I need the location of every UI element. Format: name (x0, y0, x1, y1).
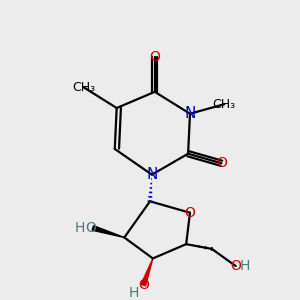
Text: O: O (138, 278, 149, 292)
Text: CH₃: CH₃ (213, 98, 236, 111)
Text: O: O (230, 259, 241, 273)
Text: H: H (74, 221, 85, 235)
Polygon shape (92, 226, 124, 238)
Text: O: O (85, 221, 96, 235)
Text: O: O (184, 206, 195, 220)
Text: N: N (146, 167, 158, 182)
Text: CH₃: CH₃ (72, 81, 95, 94)
Text: H: H (129, 286, 139, 300)
Text: N: N (184, 106, 196, 121)
Text: O: O (149, 50, 160, 64)
Text: O: O (216, 156, 227, 170)
Text: H: H (240, 259, 250, 273)
Polygon shape (141, 258, 153, 286)
